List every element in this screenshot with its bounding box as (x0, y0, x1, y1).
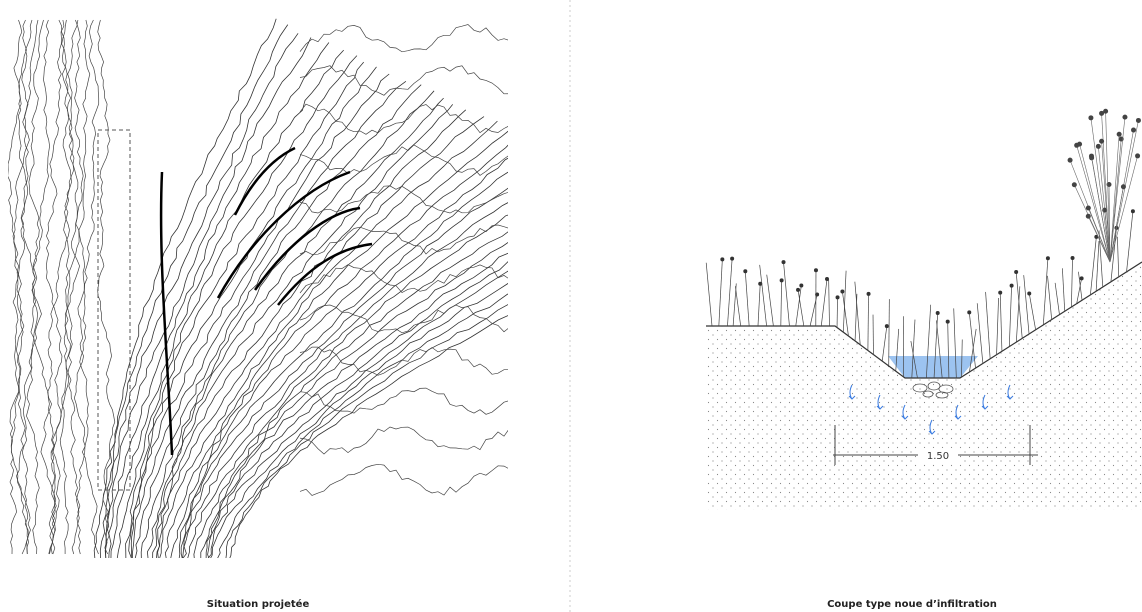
shrub-flower (1089, 154, 1094, 159)
shrub-flower (1077, 142, 1082, 147)
grass-stem (1062, 268, 1064, 311)
grass-stem (868, 294, 869, 351)
flower (936, 311, 940, 315)
grass-stem (977, 303, 983, 363)
flower (840, 289, 844, 293)
shrub-flower (1107, 182, 1112, 187)
cross-section: 1.50 (706, 109, 1142, 512)
shrub-flower (1086, 205, 1091, 210)
flower (814, 268, 818, 272)
caption: Coupe type noue d’infiltration (827, 599, 997, 610)
grass-stem (1127, 211, 1133, 272)
shrub-flower (1103, 109, 1108, 114)
grass-stem (821, 279, 827, 326)
flower (1027, 291, 1031, 295)
flower (1046, 256, 1050, 260)
page: 1.50 Situation projetée Coupe type noue … (0, 0, 1142, 612)
flower (1131, 209, 1135, 213)
shrub-stem (1080, 144, 1110, 262)
flower (836, 295, 840, 299)
shrub-flower (1096, 144, 1101, 149)
shrub-flower (1135, 153, 1140, 158)
shrub-flower (1136, 118, 1141, 123)
grass-stem (719, 259, 723, 326)
flower (1080, 276, 1084, 280)
grass-stem (986, 292, 991, 359)
grass-stem (781, 280, 782, 326)
shrub-flower (1117, 132, 1122, 137)
grass-stem (760, 265, 767, 326)
grass-stem (767, 275, 774, 326)
grass-stem (1024, 275, 1029, 334)
flower (796, 288, 800, 292)
grass-stem (1096, 241, 1099, 291)
soil (706, 262, 1142, 512)
dimension-label: 1.50 (927, 451, 949, 462)
flower (1014, 270, 1018, 274)
flower (1010, 284, 1014, 288)
shrub-flower (1068, 158, 1073, 163)
flower (998, 291, 1002, 295)
flower (730, 257, 734, 261)
flower (780, 278, 784, 282)
shrub-flower (1121, 184, 1126, 189)
grass-stem (1009, 286, 1011, 347)
grass-stem (1055, 283, 1059, 315)
shrub-stem (1110, 156, 1138, 262)
shrub-stem (1110, 120, 1138, 262)
grass-stem (1029, 293, 1035, 329)
grass-stem (1071, 258, 1072, 307)
grass-stem (706, 263, 712, 326)
flower (720, 257, 724, 261)
grass-stem (1000, 293, 1002, 352)
grass-stem (727, 259, 732, 326)
flower (885, 324, 889, 328)
grass-stem (1078, 272, 1082, 300)
shrub-flower (1099, 139, 1104, 144)
grass-stem (784, 262, 790, 326)
flower (946, 320, 950, 324)
drawing: 1.50 Situation projetée Coupe type noue … (0, 0, 1142, 612)
shrub-flower (1122, 115, 1127, 120)
flower (1071, 256, 1075, 260)
grass-stem (889, 299, 890, 366)
shrub-stem (1077, 145, 1110, 262)
shrub-flower (1072, 182, 1077, 187)
contour-map (8, 10, 700, 561)
grass-stem (745, 271, 749, 326)
grass-stem (1048, 276, 1052, 320)
flower (867, 292, 871, 296)
grass-stem (1090, 237, 1096, 295)
grass-stem (798, 290, 804, 326)
grass-stem (829, 279, 830, 326)
shrub-flower (1088, 115, 1093, 120)
grass-stem (1043, 258, 1048, 325)
flower (782, 260, 786, 264)
flower (743, 269, 747, 273)
grass-stem (997, 298, 999, 355)
grass-stem (758, 284, 760, 326)
shrub-flower (1086, 214, 1091, 219)
grass-stem (735, 286, 740, 326)
grass-stem (882, 326, 887, 361)
flower (799, 283, 803, 287)
caption: Situation projetée (207, 598, 310, 610)
shrub-flower (1131, 128, 1136, 133)
grass-stem (1117, 237, 1118, 277)
grass-stem (855, 282, 860, 345)
flower (967, 310, 971, 314)
